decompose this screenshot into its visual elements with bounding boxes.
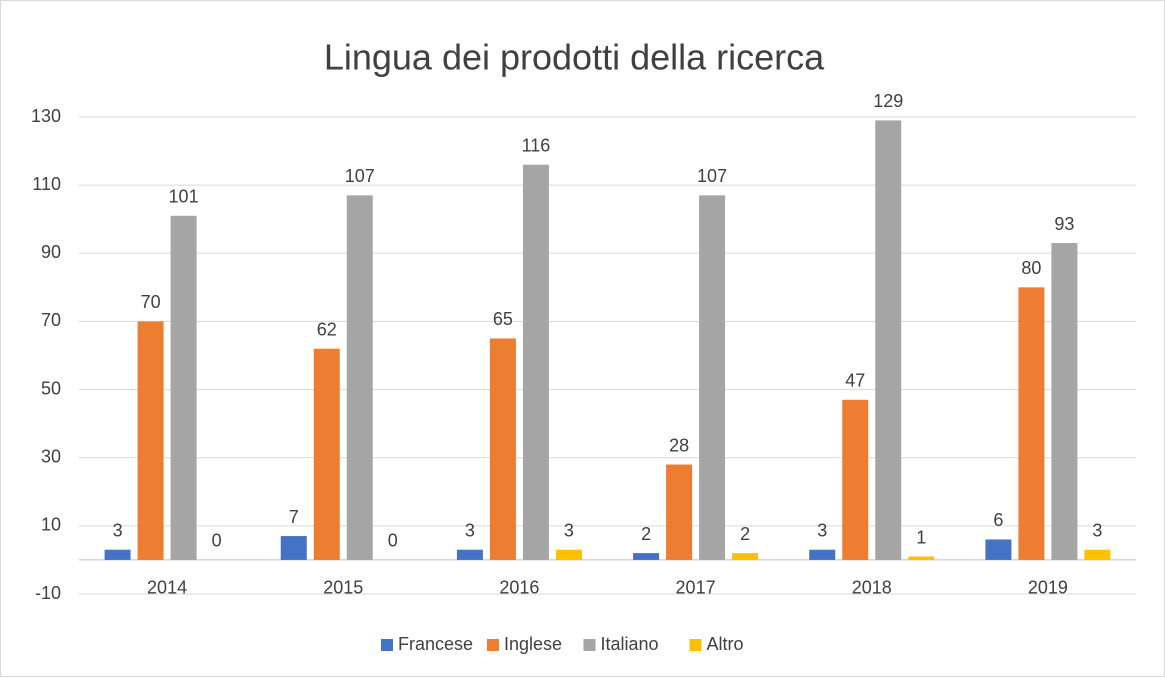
bar (170, 215, 197, 560)
x-tick-label: 2014 (147, 578, 187, 598)
bar (699, 195, 726, 560)
data-label: 2 (641, 524, 651, 544)
x-tick-label: 2016 (499, 578, 539, 598)
y-tick-label: 70 (41, 310, 61, 330)
data-label: 28 (669, 435, 689, 455)
y-tick-label: 110 (32, 174, 61, 194)
data-label: 3 (1092, 520, 1102, 540)
data-label: 3 (465, 520, 475, 540)
bar (809, 549, 836, 560)
data-label: 62 (317, 319, 337, 339)
bar (104, 549, 131, 560)
bar (875, 120, 902, 560)
y-tick-label: 30 (41, 446, 61, 466)
chart-title: Lingua dei prodotti della ricerca (324, 37, 825, 78)
data-label: 2 (740, 524, 750, 544)
bar (1051, 243, 1078, 560)
data-label: 7 (289, 507, 299, 527)
bar (908, 556, 935, 560)
legend-label: Italiano (601, 634, 659, 654)
bar (313, 348, 340, 560)
data-label: 93 (1054, 214, 1074, 234)
data-label: 101 (169, 187, 199, 207)
y-tick-label: 90 (41, 242, 61, 262)
legend-label: Inglese (504, 634, 562, 654)
data-label: 0 (212, 531, 222, 551)
data-label: 3 (817, 520, 827, 540)
data-label: 80 (1021, 258, 1041, 278)
legend-swatch (583, 639, 596, 651)
data-label: 107 (697, 166, 727, 186)
bar (732, 553, 759, 560)
y-tick-label: 50 (41, 378, 61, 398)
y-tick-label: -10 (35, 583, 61, 603)
legend-label: Altro (707, 634, 744, 654)
x-tick-label: 2015 (323, 578, 363, 598)
legend-label: Francese (398, 634, 473, 654)
data-label: 70 (141, 292, 161, 312)
legend-swatch (381, 639, 393, 651)
legend-swatch (487, 639, 499, 651)
bar (985, 539, 1012, 560)
data-label: 47 (845, 371, 865, 391)
bar (522, 164, 549, 560)
data-label: 129 (873, 91, 903, 111)
bar (666, 464, 693, 560)
x-tick-label: 2019 (1028, 578, 1068, 598)
data-label: 1 (916, 527, 926, 547)
bar (137, 321, 164, 560)
x-tick-label: 2018 (852, 578, 892, 598)
data-label: 3 (113, 520, 123, 540)
bar (1084, 549, 1111, 560)
data-label: 0 (388, 531, 398, 551)
data-label: 116 (522, 135, 551, 155)
bar (456, 549, 483, 560)
legend-swatch (689, 639, 702, 651)
y-tick-label: 130 (31, 106, 61, 126)
bar (1018, 287, 1045, 560)
y-tick-label: 10 (41, 515, 61, 535)
bar (842, 399, 869, 560)
bar (280, 536, 307, 560)
bar (633, 553, 660, 560)
data-label: 3 (564, 520, 574, 540)
bar (555, 549, 582, 560)
data-label: 65 (493, 309, 513, 329)
bar (346, 195, 373, 560)
data-label: 107 (345, 166, 375, 186)
data-label: 6 (993, 510, 1003, 530)
x-tick-label: 2017 (676, 578, 716, 598)
bar (489, 338, 516, 560)
